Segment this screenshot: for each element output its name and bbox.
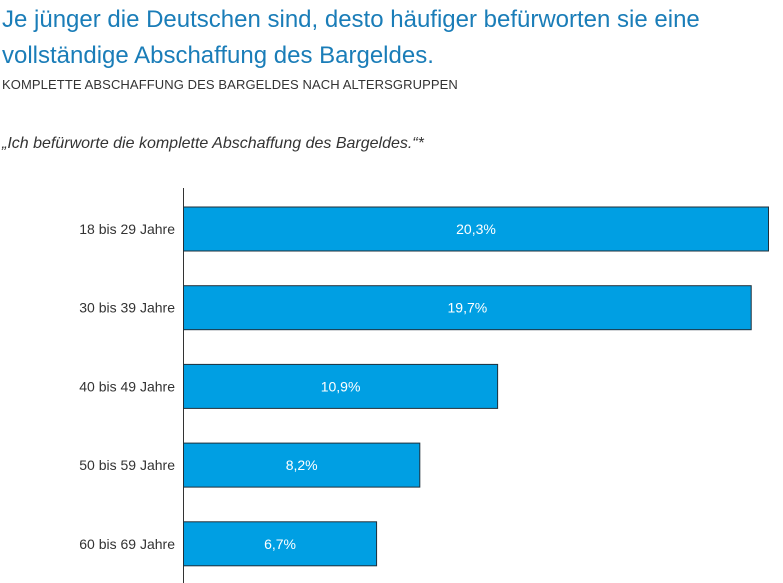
category-label: 30 bis 39 Jahre <box>79 300 175 316</box>
bar <box>183 521 378 567</box>
bar <box>183 206 769 252</box>
value-label: 8,2% <box>286 457 318 473</box>
chart-subtitle: KOMPLETTE ABSCHAFFUNG DES BARGELDES NACH… <box>2 77 458 92</box>
category-label: 18 bis 29 Jahre <box>79 221 175 237</box>
category-label: 40 bis 49 Jahre <box>79 378 175 394</box>
value-label: 20,3% <box>456 221 496 237</box>
category-label: 60 bis 69 Jahre <box>79 536 175 552</box>
category-label: 50 bis 59 Jahre <box>79 457 175 473</box>
bar <box>183 442 421 488</box>
bar <box>183 363 499 409</box>
chart-quote: „Ich befürworte die komplette Abschaffun… <box>2 135 424 152</box>
value-label: 10,9% <box>321 378 361 394</box>
bar <box>183 285 752 331</box>
value-label: 6,7% <box>264 536 296 552</box>
value-label: 19,7% <box>448 300 488 316</box>
chart-title: Je jünger die Deutschen sind, desto häuf… <box>2 6 700 69</box>
